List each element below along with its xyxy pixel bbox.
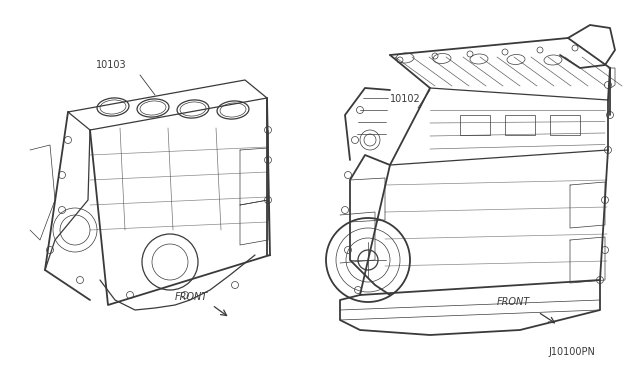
Bar [550, 115, 580, 135]
Text: FRONT: FRONT [175, 292, 208, 302]
Text: 10102: 10102 [390, 94, 420, 104]
Text: FRONT: FRONT [497, 297, 531, 307]
Text: J10100PN: J10100PN [548, 347, 595, 357]
Text: 10103: 10103 [96, 60, 127, 70]
Bar [460, 115, 490, 135]
Bar [505, 115, 535, 135]
